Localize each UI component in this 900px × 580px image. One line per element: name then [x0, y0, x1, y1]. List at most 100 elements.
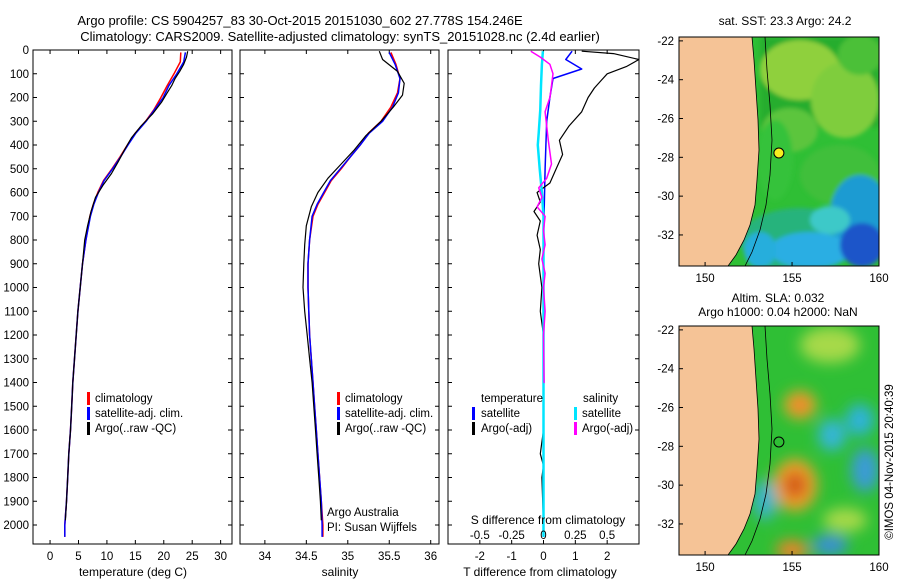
- legend-label-satellite: satellite-adj. clim.: [345, 408, 433, 420]
- temperature-xtick-label: 25: [186, 551, 199, 563]
- legend-title-salinity: salinity: [583, 393, 618, 405]
- difference-xtick-label: 1: [572, 551, 578, 563]
- depth-tick-label: 1800: [3, 473, 29, 485]
- depth-tick-label: 1300: [3, 354, 29, 366]
- temperature-xtick-label: 0: [47, 551, 53, 563]
- sla-map-lat-label: -30: [657, 480, 674, 492]
- s-difference-tick-label: 0.5: [599, 530, 615, 542]
- sla-map-lat-label: -26: [657, 403, 674, 415]
- sst-map-lon-label: 155: [782, 273, 801, 285]
- sla-map-title-1: Altim. SLA: 0.032: [732, 291, 825, 305]
- legend-swatch-t-satellite: [472, 407, 475, 420]
- sst-map: sat. SST: 23.3 Argo: 24.2: [657, 14, 888, 285]
- sla-map-lon-label: 150: [695, 562, 714, 574]
- legend-label-t-satellite: satellite: [481, 408, 520, 420]
- salinity-xtick-label: 35.5: [378, 551, 400, 563]
- legend-title-temperature: temperature: [481, 393, 543, 405]
- sla-map-lat-label: -22: [657, 325, 674, 337]
- sst-land: [679, 37, 760, 266]
- depth-tick-label: 100: [10, 69, 29, 81]
- legend-swatch-climatology: [87, 392, 90, 405]
- legend-label-t-argo: Argo(-adj): [481, 423, 532, 435]
- sla-map-frame: [678, 325, 880, 556]
- sst-map-lat-label: -28: [657, 152, 674, 164]
- depth-tick-label: 1700: [3, 449, 29, 461]
- s-difference-title: S difference from climatology: [471, 513, 626, 527]
- sla-isobath: [744, 326, 773, 555]
- depth-tick-label: 1400: [3, 378, 29, 390]
- sst-map-lon-label: 150: [695, 273, 714, 285]
- legend-swatch-argo: [87, 422, 90, 435]
- difference-panel: -2 -1 0 1 2 temperature salinity satellite A…: [447, 49, 640, 579]
- temperature-panel: 0100200300400500600700800900100011001200…: [3, 45, 233, 579]
- temperature-legend: climatology satellite-adj. clim. Argo(..…: [87, 392, 183, 435]
- header-line-1: Argo profile: CS 5904257_83 30-Oct-2015 …: [77, 13, 523, 28]
- depth-tick-label: 500: [10, 164, 29, 176]
- s-difference-tick-label: -0.5: [470, 530, 490, 542]
- sla-field: [753, 327, 879, 555]
- sst-map-frame: [678, 36, 880, 267]
- sla-land: [679, 326, 760, 555]
- difference-xtick-label: 2: [604, 551, 610, 563]
- legend-label-s-argo: Argo(-adj): [582, 423, 633, 435]
- legend-label-climatology: climatology: [95, 393, 153, 405]
- legend-swatch-t-argo: [472, 422, 475, 435]
- sla-map-lat-label: -24: [657, 364, 674, 376]
- temperature-xtick-label: 30: [214, 551, 227, 563]
- temperature-xtick-label: 10: [101, 551, 114, 563]
- sla-map-lon-label: 155: [782, 562, 801, 574]
- sst-isobath: [744, 37, 773, 266]
- depth-tick-label: 600: [10, 188, 29, 200]
- difference-legend: temperature salinity satellite Argo(-adj…: [472, 393, 633, 435]
- depth-tick-label: 700: [10, 211, 29, 223]
- salinity-note-pi: PI: Susan Wijffels: [327, 522, 417, 534]
- header-line-2: Climatology: CARS2009. Satellite-adjuste…: [80, 29, 600, 44]
- s-difference-tick-label: 0: [540, 530, 546, 542]
- sla-map: Altim. SLA: 0.032 Argo h1000: 0.04 h2000…: [657, 291, 888, 574]
- sst-field: [740, 37, 879, 266]
- sla-map-title-2: Argo h1000: 0.04 h2000: NaN: [698, 305, 857, 319]
- legend-label-climatology: climatology: [345, 393, 403, 405]
- sla-map-lat-label: -28: [657, 441, 674, 453]
- legend-swatch-satellite: [337, 407, 340, 420]
- series-argo-raw-qc: [64, 51, 189, 521]
- depth-tick-label: 400: [10, 140, 29, 152]
- salinity-xtick-label: 34: [258, 551, 271, 563]
- series-salinity-argo-adj: [530, 50, 554, 384]
- salinity-axes-frame: [239, 49, 440, 545]
- sla-map-lat-label: -32: [657, 519, 674, 531]
- legend-swatch-s-argo: [574, 422, 577, 435]
- salinity-note-argo-australia: Argo Australia: [327, 507, 399, 519]
- s-difference-tick-label: 0.25: [564, 530, 586, 542]
- depth-tick-label: 1600: [3, 425, 29, 437]
- legend-swatch-s-satellite: [574, 407, 577, 420]
- depth-tick-label: 1900: [3, 496, 29, 508]
- sst-map-title: sat. SST: 23.3 Argo: 24.2: [719, 14, 852, 28]
- legend-label-s-satellite: satellite: [582, 408, 621, 420]
- s-difference-tick-label: -0.25: [499, 530, 525, 542]
- sst-map-lat-label: -32: [657, 230, 674, 242]
- depth-tick-label: 900: [10, 259, 29, 271]
- depth-tick-label: 1100: [4, 306, 29, 318]
- sst-map-lat-label: -24: [657, 75, 674, 87]
- depth-tick-label: 2000: [3, 520, 29, 532]
- temperature-xlabel: temperature (deg C): [79, 565, 187, 579]
- salinity-xtick-label: 34.5: [295, 551, 317, 563]
- difference-xtick-label: -2: [475, 551, 485, 563]
- temperature-xtick-label: 20: [157, 551, 170, 563]
- temperature-xtick-label: 5: [75, 551, 81, 563]
- sst-argo-marker: [773, 147, 785, 159]
- sst-map-lat-label: -22: [657, 36, 674, 48]
- legend-swatch-argo: [337, 422, 340, 435]
- sst-map-lon-label: 160: [869, 273, 888, 285]
- salinity-xtick-label: 36: [424, 551, 437, 563]
- sla-argo-marker: [773, 436, 785, 448]
- salinity-panel: 34 34.5 35 35.5 36 climatology satellite-adj…: [239, 49, 440, 579]
- temperature-axes-frame: [32, 49, 233, 545]
- sla-map-lon-label: 160: [869, 562, 888, 574]
- legend-label-argo: Argo(..raw -QC): [345, 423, 426, 435]
- depth-tick-label: 1200: [3, 330, 29, 342]
- imos-timestamp: ©IMOS 04-Nov-2015 20:40:39: [884, 384, 896, 540]
- series-argo-raw-qc: [302, 50, 405, 521]
